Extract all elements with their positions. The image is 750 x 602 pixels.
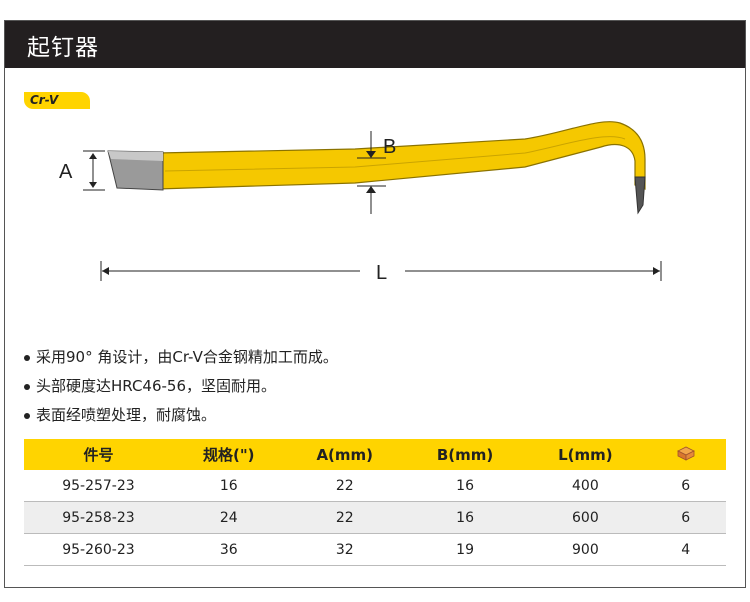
- feature-item: 头部硬度达HRC46-56，坚固耐用。: [24, 372, 724, 401]
- package-box-icon: [676, 446, 695, 461]
- cell-l: 900: [525, 533, 646, 566]
- cell-package: 4: [645, 533, 726, 566]
- cell-l: 400: [525, 470, 646, 502]
- cell-part-number: 95-257-23: [24, 470, 173, 502]
- dimension-l-label: L: [376, 262, 387, 284]
- spec-table: 件号 规格(") A(mm) B(mm) L(mm) 95-257-23 16 …: [24, 439, 726, 566]
- header-part-number: 件号: [83, 446, 114, 464]
- cell-b: 19: [404, 533, 526, 566]
- table-row: 95-258-23 24 22 16 600 6: [24, 501, 726, 534]
- cell-size: 36: [172, 533, 285, 566]
- cell-size: 16: [172, 470, 285, 502]
- claw-tip: [634, 176, 646, 215]
- header-a: A(mm): [316, 445, 374, 464]
- cell-b: 16: [404, 501, 526, 534]
- table-header-row: 件号 规格(") A(mm) B(mm) L(mm): [24, 439, 726, 470]
- header-l: L(mm): [558, 445, 613, 464]
- header-package: [646, 439, 726, 470]
- table-row: 95-257-23 16 22 16 400 6: [24, 470, 726, 502]
- cell-b: 16: [404, 470, 526, 502]
- page-title: 起钉器: [27, 35, 99, 61]
- title-bar: 起钉器: [5, 21, 745, 68]
- cell-package: 6: [645, 470, 726, 502]
- cell-part-number: 95-258-23: [24, 501, 173, 534]
- feature-item: 采用90° 角设计，由Cr-V合金钢精加工而成。: [24, 343, 724, 372]
- cell-package: 6: [645, 501, 726, 534]
- cell-part-number: 95-260-23: [24, 533, 173, 566]
- cell-l: 600: [525, 501, 646, 534]
- dimension-b-label: B: [383, 136, 396, 158]
- table-row: 95-260-23 36 32 19 900 4: [24, 533, 726, 566]
- cell-size: 24: [172, 501, 285, 534]
- cell-a: 22: [284, 501, 405, 534]
- wrecking-bar-shaft: [156, 121, 646, 190]
- header-size: 规格("): [202, 446, 255, 464]
- dimension-a-label: A: [59, 161, 73, 183]
- tool-diagram: A B L: [59, 121, 662, 284]
- product-panel: 起钉器 Cr-V A B L 采用90° 角设计: [4, 20, 746, 588]
- feature-item: 表面经喷塑处理，耐腐蚀。: [24, 401, 724, 430]
- material-badge: Cr-V: [24, 92, 90, 109]
- chisel-tip: [107, 150, 164, 191]
- header-b: B(mm): [436, 445, 494, 464]
- cell-a: 22: [284, 470, 405, 502]
- feature-list: 采用90° 角设计，由Cr-V合金钢精加工而成。 头部硬度达HRC46-56，坚…: [24, 343, 724, 430]
- cell-a: 32: [284, 533, 405, 566]
